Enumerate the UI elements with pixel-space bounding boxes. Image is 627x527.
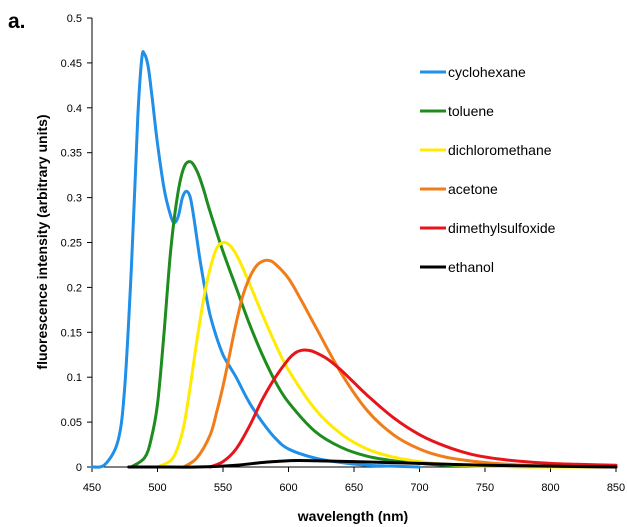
legend-label-ethanol: ethanol [448, 259, 494, 275]
legend: cyclohexane toluene dichloromethane acetone… [420, 64, 556, 275]
legend-label-dimethylsulfoxide: dimethylsulfoxide [448, 220, 556, 236]
y-tick-label: 0.35 [61, 148, 82, 160]
y-tick-label: 0.2 [67, 282, 82, 294]
y-tick-label: 0.4 [67, 103, 82, 115]
y-tick-label: 0.45 [61, 58, 82, 70]
axes: 0 0.05 0.1 0.15 0.2 0.25 0.3 0.35 0.4 0.45 0.5 450 5… [61, 13, 626, 494]
series-line-toluene [129, 160, 618, 469]
y-tick-label: 0.1 [67, 372, 82, 384]
y-tick-label: 0.25 [61, 238, 82, 250]
x-axis-title: wavelength (nm) [297, 508, 408, 524]
y-tick-label: 0.05 [61, 417, 82, 429]
x-tick-label: 800 [541, 482, 559, 494]
panel-label: a. [8, 10, 26, 33]
legend-label-acetone: acetone [448, 181, 498, 197]
y-tick-label: 0.3 [67, 193, 82, 205]
series-line-ethanol [127, 459, 618, 469]
series-line-acetone [182, 258, 618, 469]
x-tick-label: 750 [476, 482, 494, 494]
series-line-dimethylsulfoxide [208, 348, 618, 469]
y-tick-label: 0.5 [67, 13, 82, 25]
legend-label-dichloromethane: dichloromethane [448, 142, 552, 158]
x-tick-label: 650 [345, 482, 363, 494]
legend-label-cyclohexane: cyclohexane [448, 64, 526, 80]
x-tick-label: 550 [214, 482, 232, 494]
x-tick-label: 450 [83, 482, 101, 494]
x-tick-label: 700 [410, 482, 428, 494]
plot-lines [90, 50, 618, 469]
y-tick-label: 0.15 [61, 327, 82, 339]
series-line-cyclohexane [90, 50, 421, 469]
x-tick-label: 600 [279, 482, 297, 494]
x-tick-label: 500 [148, 482, 166, 494]
x-tick-label: 850 [607, 482, 625, 494]
legend-label-toluene: toluene [448, 103, 494, 119]
y-tick-label: 0 [76, 462, 82, 474]
series-line-dichloromethane [156, 240, 618, 469]
y-axis-title: fluorescence intensity (arbitrary units) [34, 114, 50, 369]
